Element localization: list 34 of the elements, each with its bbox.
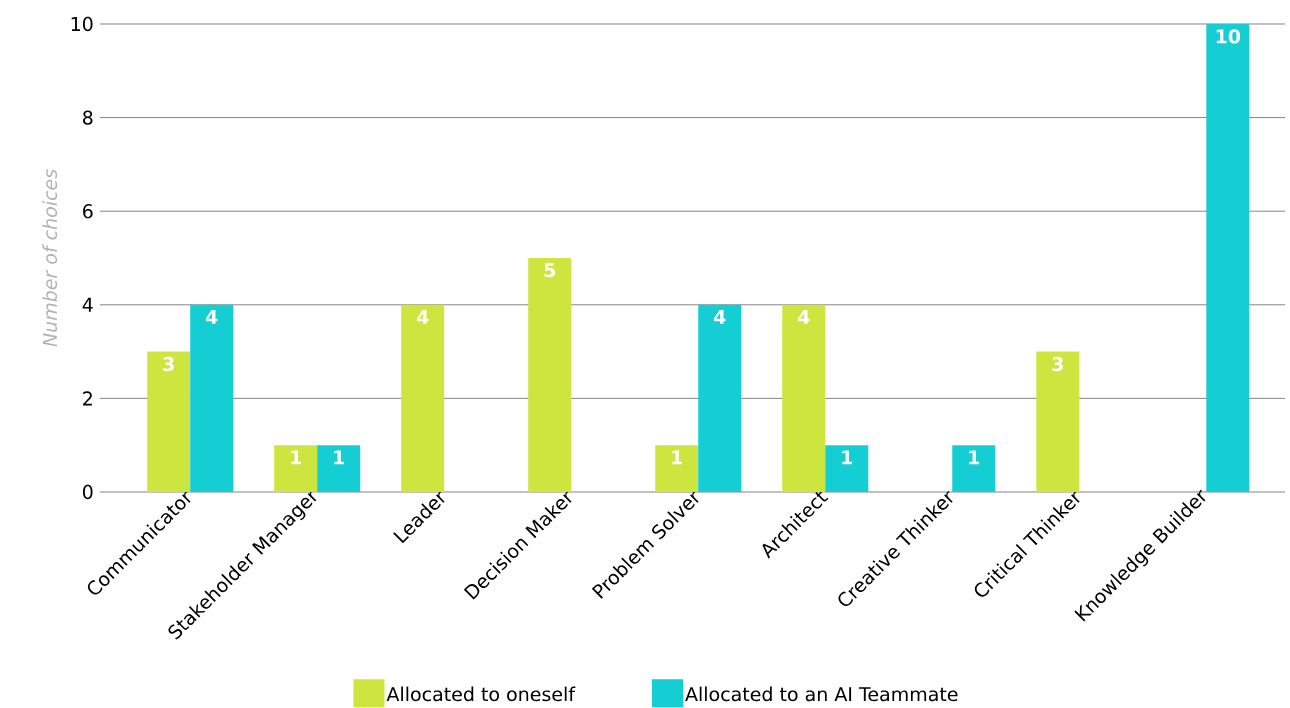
bar <box>190 304 234 492</box>
data-label: 3 <box>163 356 174 372</box>
y-tick-label: 2 <box>83 391 92 406</box>
data-label: 1 <box>291 450 301 465</box>
bar <box>317 445 361 492</box>
y-tick-label: 6 <box>83 204 93 219</box>
bar <box>528 257 572 492</box>
data-label: 1 <box>334 450 344 465</box>
y-tick-label: 8 <box>83 110 93 125</box>
data-label: 1 <box>842 450 853 465</box>
legend-label: Allocated to an AI Teammate <box>685 686 958 702</box>
bar <box>147 351 191 492</box>
data-label: 4 <box>713 309 726 324</box>
data-label: 4 <box>797 309 810 324</box>
bar <box>655 445 699 492</box>
data-label: 4 <box>205 309 218 324</box>
bar <box>825 445 869 492</box>
data-label: 1 <box>969 450 980 465</box>
bar <box>274 445 318 492</box>
bar <box>952 445 996 492</box>
data-label: 1 <box>672 450 683 465</box>
y-axis-title: Number of choices <box>42 169 58 347</box>
legend-label: Allocated to oneself <box>386 686 576 702</box>
bar <box>1206 23 1250 492</box>
bar <box>782 304 826 492</box>
bar <box>698 304 742 492</box>
data-label: 4 <box>416 309 429 324</box>
data-label: 10 <box>1216 29 1241 44</box>
y-tick-label: 4 <box>82 297 93 312</box>
y-tick-label: 10 <box>71 16 93 32</box>
bar <box>1036 351 1080 492</box>
bar <box>401 304 445 492</box>
data-label: 5 <box>544 263 556 278</box>
data-label: 3 <box>1052 356 1063 372</box>
